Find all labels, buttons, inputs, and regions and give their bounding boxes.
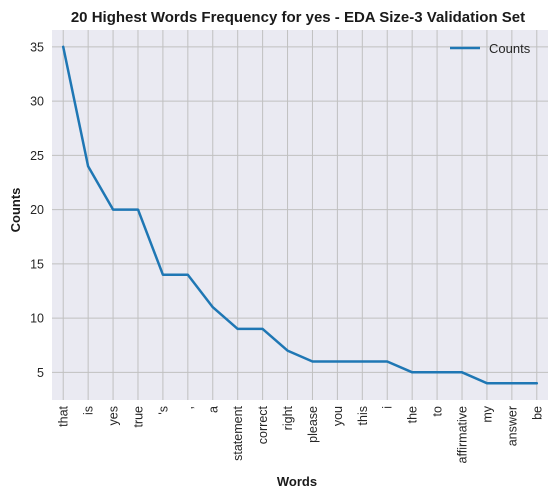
x-tick-label: you — [331, 406, 345, 426]
y-tick-label: 20 — [30, 203, 44, 217]
y-tick-label: 25 — [30, 149, 44, 163]
legend: Counts — [450, 41, 531, 56]
x-tick-label: my — [480, 405, 494, 422]
x-tick-label: that — [57, 405, 71, 426]
x-tick-label: be — [530, 406, 544, 420]
x-tick-label: to — [431, 406, 445, 416]
y-axis-ticks: 5 10 15 20 25 30 35 — [30, 40, 44, 380]
x-tick-label: please — [306, 406, 320, 443]
x-tick-label: affirmative — [456, 406, 470, 463]
x-tick-label: i — [381, 406, 395, 409]
y-axis-label: Counts — [8, 188, 23, 233]
y-tick-label: 5 — [37, 366, 44, 380]
y-tick-label: 15 — [30, 257, 44, 271]
series-line-counts — [61, 45, 539, 385]
y-tick-label: 10 — [30, 312, 44, 326]
x-tick-label: true — [131, 406, 145, 428]
x-tick-label: this — [356, 406, 370, 425]
x-axis-label: Words — [277, 474, 317, 489]
chart-title: 20 Highest Words Frequency for yes - EDA… — [71, 9, 525, 26]
x-tick-label: is — [82, 406, 96, 415]
x-tick-label: yes — [107, 406, 121, 425]
x-axis-ticks: that is yes true 's, a statement correct right pl… — [57, 405, 545, 463]
x-tick-label: , — [181, 406, 195, 409]
plot-area — [52, 30, 548, 400]
x-tick-label: a — [206, 406, 220, 413]
x-tick-label: 's — [156, 406, 170, 415]
legend-label-counts: Counts — [489, 41, 531, 56]
x-tick-label: statement — [231, 405, 245, 460]
x-tick-label: answer — [505, 406, 519, 446]
x-tick-label: correct — [256, 405, 270, 444]
y-tick-label: 35 — [30, 40, 44, 54]
grid-lines — [52, 30, 548, 400]
x-tick-label: the — [406, 406, 420, 423]
x-tick-label: right — [281, 405, 295, 430]
y-tick-label: 30 — [30, 95, 44, 109]
